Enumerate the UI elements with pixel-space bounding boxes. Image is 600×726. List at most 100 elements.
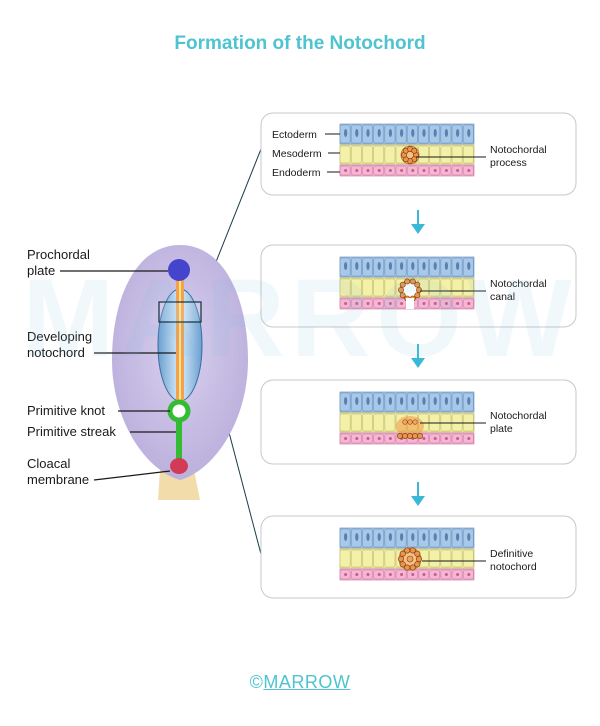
ectoderm-nucleus [456, 397, 460, 405]
mesoderm-cell [362, 549, 373, 568]
ectoderm-nucleus [444, 533, 448, 541]
ectoderm-nucleus [388, 397, 392, 405]
cloacal-membrane-label-line2: membrane [27, 472, 89, 487]
down-arrow-icon [411, 482, 425, 506]
brand-logo: ©MARROW [0, 672, 600, 693]
mesoderm-cell [362, 278, 373, 297]
ectoderm-nucleus [444, 262, 448, 270]
ectoderm-nucleus [411, 533, 415, 541]
copyright-symbol: © [249, 672, 264, 692]
ectoderm-nucleus [444, 397, 448, 405]
mesoderm-cell [339, 278, 351, 297]
mesoderm-cell [350, 145, 362, 164]
ectoderm-nucleus [388, 262, 392, 270]
cloacal-membrane-leader [93, 470, 171, 481]
endoderm-nucleus [377, 573, 381, 576]
ectoderm-nucleus [366, 397, 370, 405]
endoderm-nucleus [355, 573, 359, 576]
notochord-cell [409, 564, 416, 571]
mesoderm-cell [440, 278, 452, 297]
mesoderm-cell [462, 549, 474, 568]
mesoderm-cell [384, 278, 396, 297]
definitive-notochord-label-line1: Definitive [490, 548, 533, 560]
endoderm-nucleus [366, 169, 370, 172]
endoderm-nucleus [388, 302, 392, 305]
mesoderm-cell [350, 278, 362, 297]
mesoderm-cell [440, 549, 452, 568]
mesoderm-label: Mesoderm [272, 148, 322, 160]
ectoderm-nucleus [377, 397, 381, 405]
notochordal-canal-label-line2: canal [490, 291, 515, 303]
endoderm-nucleus [344, 573, 348, 576]
endoderm-nucleus [377, 169, 381, 172]
notochord-cell [404, 547, 411, 554]
canal-opening [406, 298, 414, 309]
endoderm-nucleus [400, 302, 404, 305]
cloacal-membrane-shape [170, 458, 188, 474]
mesoderm-cell [429, 145, 441, 164]
ectoderm-nucleus [355, 397, 359, 405]
mesoderm-cell [384, 549, 396, 568]
primitive-knot-shape [167, 399, 191, 423]
endoderm-nucleus [355, 437, 359, 440]
endoderm-nucleus [388, 169, 392, 172]
endoderm-nucleus [400, 573, 404, 576]
endoderm-nucleus [422, 169, 426, 172]
notochord-cell [415, 555, 423, 563]
mesoderm-cell [384, 413, 396, 432]
down-arrow-icon [411, 344, 425, 368]
mesoderm-cell [429, 278, 441, 297]
ectoderm-nucleus [422, 397, 426, 405]
notochordal-canal-label-line1: Notochordal [490, 278, 547, 290]
notochord-cell [402, 433, 408, 439]
mesoderm-cell [440, 145, 452, 164]
ectoderm-nucleus [433, 397, 437, 405]
ectoderm-nucleus [400, 397, 404, 405]
ectoderm-nucleus [456, 533, 460, 541]
notochord-cell [397, 433, 403, 439]
ectoderm-nucleus [411, 129, 415, 137]
notochord-cell [399, 292, 406, 299]
mesoderm-cell [350, 413, 362, 432]
ectoderm-nucleus [456, 262, 460, 270]
ectoderm-nucleus [344, 533, 348, 541]
notochord-cell [411, 147, 418, 154]
ectoderm-nucleus [366, 129, 370, 137]
endoderm-nucleus [456, 573, 460, 576]
ectoderm-nucleus [467, 533, 471, 541]
endoderm-nucleus [344, 437, 348, 440]
notochord-cell [417, 433, 423, 439]
notochord-core-inner [179, 280, 181, 404]
mesoderm-cell [462, 278, 474, 297]
mesoderm-cell [362, 413, 373, 432]
notochordal-plate-glow [396, 416, 424, 436]
ectoderm-nucleus [456, 129, 460, 137]
notochord-cell [397, 555, 405, 563]
ectoderm-nucleus [400, 533, 404, 541]
notochord-cell [398, 287, 404, 293]
definitive-notochord-label-line2: notochord [490, 561, 537, 573]
mesoderm-cell [339, 413, 351, 432]
notochord-cell [416, 287, 422, 293]
notochord-cell [404, 564, 411, 571]
endoderm-nucleus [456, 169, 460, 172]
notochord-cell [399, 281, 406, 288]
ectoderm-nucleus [433, 262, 437, 270]
endoderm-nucleus [433, 573, 437, 576]
notochord-cell [412, 433, 418, 439]
primitive-knot-label: Primitive knot [27, 403, 105, 418]
ectoderm-nucleus [377, 262, 381, 270]
endoderm-label: Endoderm [272, 167, 321, 179]
notochord-cell [407, 433, 413, 439]
endoderm-nucleus [456, 302, 460, 305]
ectoderm-nucleus [422, 533, 426, 541]
ectoderm-nucleus [422, 129, 426, 137]
ectoderm-nucleus [433, 533, 437, 541]
endoderm-nucleus [444, 437, 448, 440]
notochord-cell [406, 555, 414, 563]
mesoderm-cell [373, 549, 385, 568]
ectoderm-nucleus [433, 129, 437, 137]
endoderm-nucleus [400, 169, 404, 172]
ectoderm-nucleus [366, 533, 370, 541]
mesoderm-cell [462, 145, 474, 164]
